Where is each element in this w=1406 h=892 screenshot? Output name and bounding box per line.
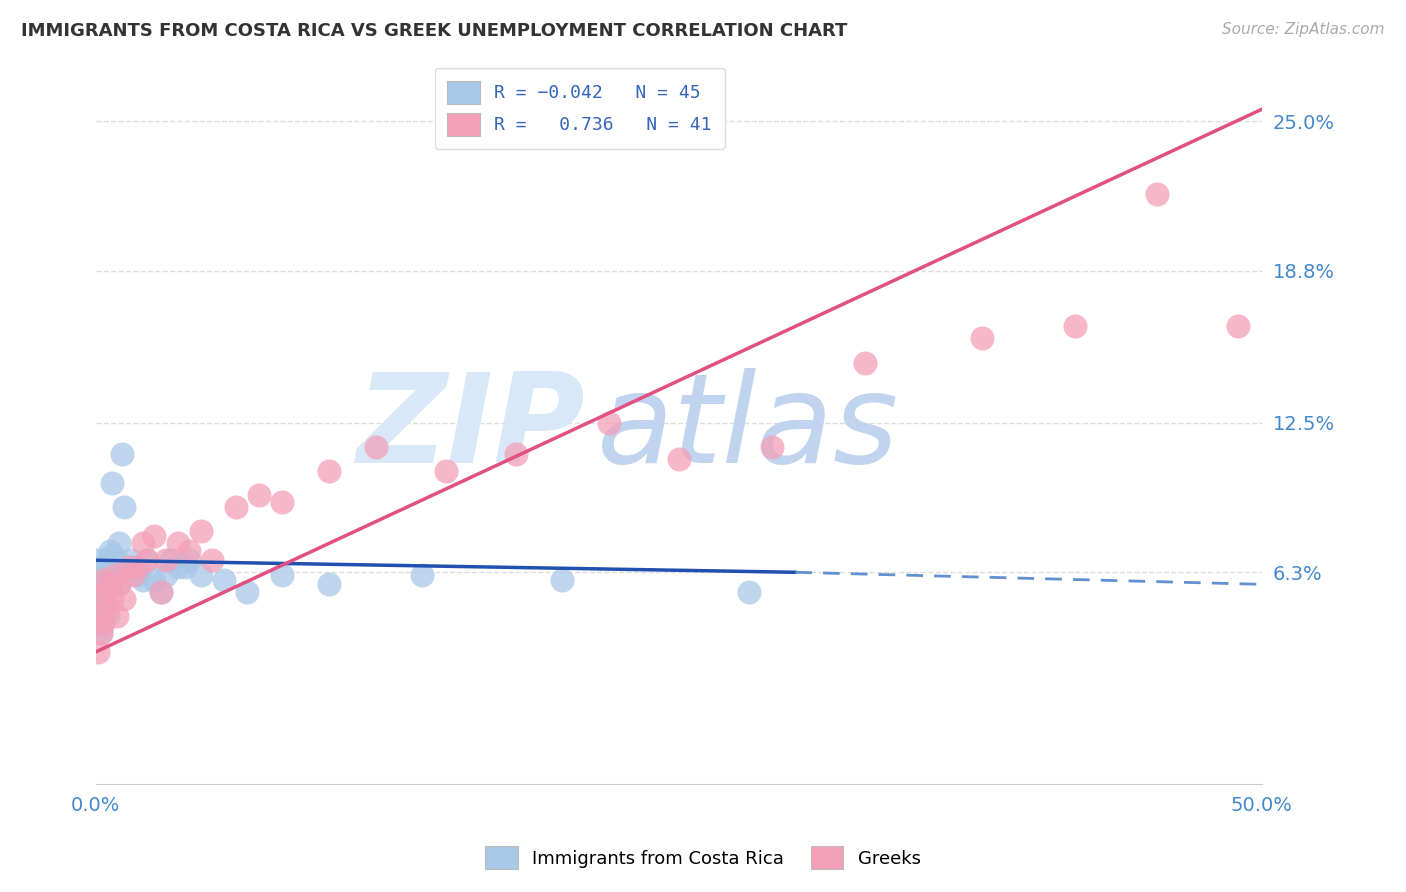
Point (143, 573, 166, 587)
Point (94, 573, 117, 587)
Point (155, 553, 177, 567)
Point (120, 553, 142, 567)
Point (364, 440, 387, 454)
Point (551, 573, 574, 587)
Point (1064, 319, 1087, 334)
Point (122, 560, 145, 574)
Point (97, 553, 120, 567)
Point (94, 597, 117, 611)
Point (108, 577, 131, 591)
Legend: Immigrants from Costa Rica, Greeks: Immigrants from Costa Rica, Greeks (477, 838, 929, 879)
Point (87, 577, 110, 591)
Point (136, 553, 159, 567)
Point (98, 577, 121, 591)
Point (90, 591, 112, 606)
Legend: R = −0.042   N = 45, R =   0.736   N = 41: R = −0.042 N = 45, R = 0.736 N = 41 (434, 68, 724, 149)
Point (122, 567, 145, 582)
Point (131, 536, 153, 550)
Point (212, 573, 235, 587)
Point (190, 567, 212, 582)
Point (236, 584, 259, 599)
Point (87, 553, 110, 567)
Point (127, 567, 149, 582)
Point (190, 524, 212, 539)
Point (108, 536, 131, 550)
Point (101, 476, 124, 491)
Point (97, 608, 120, 623)
Point (112, 591, 135, 606)
Point (179, 553, 201, 567)
Point (150, 584, 173, 599)
Point (103, 567, 125, 582)
Point (87, 645, 110, 659)
Point (91, 615, 114, 630)
Point (179, 543, 201, 558)
Point (166, 536, 188, 550)
Point (97, 601, 120, 615)
Point (1146, 186, 1168, 201)
Point (98, 543, 121, 558)
Point (90, 601, 112, 615)
Point (853, 355, 876, 369)
Point (91, 615, 114, 630)
Point (247, 488, 270, 502)
Point (598, 416, 620, 430)
Point (143, 529, 166, 543)
Point (150, 584, 173, 599)
Point (668, 452, 690, 467)
Point (90, 625, 112, 640)
Point (94, 584, 117, 599)
Point (112, 500, 135, 515)
Point (90, 584, 112, 599)
Point (97, 567, 120, 582)
Point (318, 464, 340, 478)
Point (155, 567, 177, 582)
Point (127, 560, 149, 574)
Point (136, 553, 159, 567)
Point (1227, 319, 1250, 334)
Point (110, 447, 132, 461)
Text: Source: ZipAtlas.com: Source: ZipAtlas.com (1222, 22, 1385, 37)
Point (761, 440, 783, 454)
Point (87, 608, 110, 623)
Point (737, 584, 759, 599)
Text: IMMIGRANTS FROM COSTA RICA VS GREEK UNEMPLOYMENT CORRELATION CHART: IMMIGRANTS FROM COSTA RICA VS GREEK UNEM… (21, 22, 848, 40)
Point (271, 567, 294, 582)
Point (91, 560, 114, 574)
Point (131, 573, 153, 587)
Point (318, 577, 340, 591)
Point (201, 553, 224, 567)
Point (91, 573, 114, 587)
Point (101, 549, 124, 563)
Point (970, 331, 993, 345)
Point (505, 447, 527, 461)
Point (117, 560, 139, 574)
Point (101, 591, 124, 606)
Point (105, 553, 128, 567)
Point (108, 577, 131, 591)
Point (166, 560, 188, 574)
Text: atlas: atlas (598, 368, 900, 490)
Point (98, 577, 121, 591)
Point (115, 560, 138, 574)
Point (434, 464, 457, 478)
Point (173, 560, 195, 574)
Point (105, 608, 128, 623)
Point (159, 553, 181, 567)
Point (411, 567, 433, 582)
Point (271, 495, 294, 509)
Point (90, 567, 112, 582)
Point (225, 500, 247, 515)
Point (90, 625, 112, 640)
Point (103, 567, 125, 582)
Point (91, 584, 114, 599)
Text: ZIP: ZIP (357, 368, 585, 490)
